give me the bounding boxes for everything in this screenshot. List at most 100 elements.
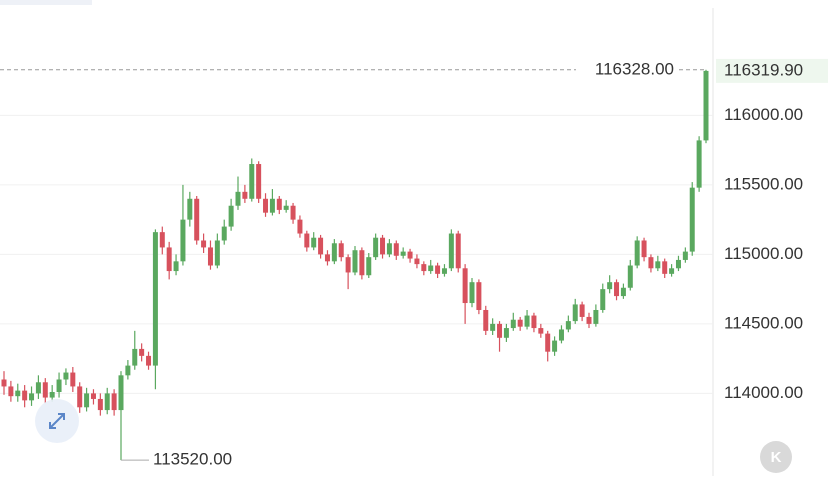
current-price-label: 116319.90 bbox=[724, 60, 803, 79]
candle-body bbox=[393, 243, 399, 256]
candles bbox=[1, 69, 709, 461]
candle-body bbox=[552, 340, 558, 352]
max-label: 116328.00 bbox=[595, 59, 674, 78]
candle-body bbox=[173, 261, 179, 272]
candle-body bbox=[503, 328, 509, 338]
candle-body bbox=[565, 321, 571, 330]
candle-body bbox=[214, 240, 220, 266]
candle-body bbox=[90, 393, 96, 399]
candle-body bbox=[263, 198, 269, 213]
candle-body bbox=[517, 319, 523, 327]
candle-body bbox=[538, 328, 544, 334]
max-label-bg bbox=[576, 59, 676, 80]
candle-body bbox=[490, 323, 496, 331]
labels: 114000.00 114500.00 115000.00 115500.00 1160… bbox=[0, 58, 828, 469]
candle-body bbox=[15, 390, 21, 397]
candle-body bbox=[696, 140, 702, 188]
candle-body bbox=[428, 265, 434, 272]
candle-body bbox=[235, 191, 241, 206]
candle-body bbox=[283, 205, 289, 210]
candle-body bbox=[400, 251, 406, 256]
candle-body bbox=[366, 257, 372, 276]
candle-body bbox=[510, 319, 516, 329]
candle-body bbox=[290, 205, 296, 220]
candle-body bbox=[104, 393, 110, 411]
y-tick-label: 114000.00 bbox=[724, 383, 803, 402]
candle-body bbox=[641, 240, 647, 258]
expand-icon[interactable] bbox=[49, 413, 65, 429]
y-tick-label: 114500.00 bbox=[724, 313, 803, 332]
candle-body bbox=[331, 243, 337, 262]
candle-body bbox=[531, 315, 537, 329]
candle-body bbox=[194, 198, 200, 241]
candle-body bbox=[345, 257, 351, 273]
candle-body bbox=[545, 333, 551, 352]
candle-body bbox=[352, 250, 358, 273]
candle-body bbox=[359, 250, 365, 276]
candle-body bbox=[483, 309, 489, 331]
candle-body bbox=[593, 309, 599, 324]
candle-body bbox=[180, 219, 186, 262]
candle-body bbox=[607, 282, 613, 290]
expand-button[interactable] bbox=[35, 399, 79, 443]
candle-body bbox=[276, 198, 282, 210]
candle-body bbox=[166, 247, 172, 272]
candle-body bbox=[297, 219, 303, 234]
candle-body bbox=[132, 348, 138, 366]
candle-body bbox=[42, 382, 48, 398]
candle-body bbox=[201, 240, 207, 248]
candle-body bbox=[620, 287, 626, 297]
candle-body bbox=[35, 382, 41, 394]
candle-body bbox=[703, 70, 709, 141]
top-tab bbox=[0, 0, 92, 5]
candle-body bbox=[448, 233, 454, 269]
candle-body bbox=[675, 259, 681, 269]
logo-button[interactable]: K bbox=[760, 441, 792, 473]
candle-body bbox=[655, 261, 661, 269]
candle-body bbox=[648, 257, 654, 269]
candle-body bbox=[311, 237, 317, 248]
candle-body bbox=[669, 268, 675, 274]
logo-circle[interactable] bbox=[760, 441, 792, 473]
candle-body bbox=[524, 315, 530, 327]
y-tick-label: 115500.00 bbox=[724, 174, 803, 193]
candle-body bbox=[373, 237, 379, 258]
y-tick-label: 115000.00 bbox=[724, 244, 803, 263]
candle-body bbox=[627, 265, 633, 288]
candle-body bbox=[77, 386, 83, 408]
candle-body bbox=[146, 355, 152, 366]
candle-body bbox=[318, 237, 324, 255]
candle-body bbox=[689, 187, 695, 252]
candle-body bbox=[97, 398, 103, 411]
candle-body bbox=[586, 316, 592, 324]
min-label: 113520.00 bbox=[153, 450, 232, 469]
candle-body bbox=[70, 372, 76, 387]
candle-body bbox=[152, 232, 158, 366]
candle-body bbox=[118, 375, 124, 411]
candle-body bbox=[421, 264, 427, 272]
candle-body bbox=[662, 261, 668, 274]
candle-body bbox=[249, 164, 255, 199]
candle-body bbox=[497, 323, 503, 338]
candle-body bbox=[462, 268, 468, 304]
candle-body bbox=[84, 393, 90, 408]
candle-body bbox=[139, 348, 145, 356]
candle-body bbox=[8, 386, 14, 397]
candle-body bbox=[682, 251, 688, 260]
candle-body bbox=[125, 365, 131, 376]
candle-body bbox=[63, 372, 69, 380]
candle-body bbox=[111, 393, 117, 411]
candle-body bbox=[579, 304, 585, 317]
candle-body bbox=[380, 237, 386, 255]
candle-body bbox=[29, 393, 35, 401]
candle-body bbox=[455, 233, 461, 269]
candle-body bbox=[304, 233, 310, 248]
candle-body bbox=[49, 392, 55, 398]
candle-body bbox=[634, 240, 640, 266]
candle-body bbox=[558, 329, 564, 341]
candle-body bbox=[159, 232, 165, 248]
candle-body bbox=[435, 265, 441, 274]
candle-body bbox=[600, 289, 606, 310]
candle-body bbox=[338, 243, 344, 258]
logo-text[interactable]: K bbox=[771, 449, 782, 466]
